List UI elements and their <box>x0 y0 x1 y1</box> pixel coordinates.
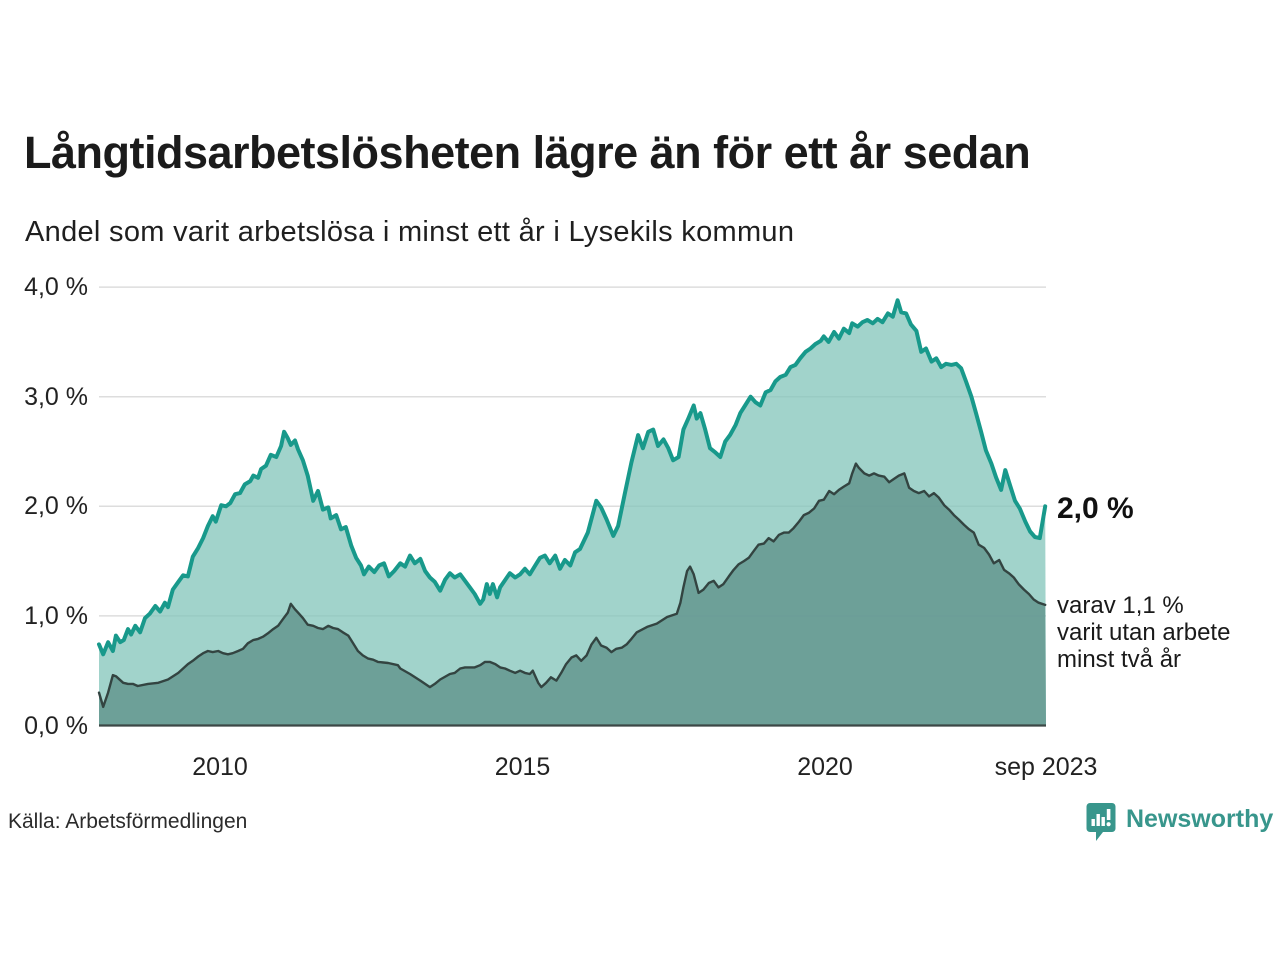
line-minst-tva-ar <box>97 462 1047 709</box>
series-annotation: varav 1,1 % varit utan arbete minst två … <box>1057 592 1230 673</box>
page-title: Långtidsarbetslösheten lägre än för ett … <box>24 127 1031 178</box>
x-tick-label: sep 2023 <box>994 753 1098 781</box>
y-tick-label: 1,0 % <box>24 601 88 630</box>
newsworthy-logo-icon <box>1086 802 1116 847</box>
newsworthy-wordmark: Newsworthy <box>1126 805 1274 833</box>
y-tick-label: 4,0 % <box>24 273 88 302</box>
x-tick-label: 2010 <box>192 753 248 781</box>
x-tick-label: 2020 <box>797 753 853 781</box>
newsworthy-logo[interactable]: Newsworthy <box>1086 802 1273 847</box>
annotation-line-2: varit utan arbete <box>1057 619 1231 646</box>
y-tick-label: 0,0 % <box>24 711 88 740</box>
source-attribution: Källa: Arbetsförmedlingen <box>8 810 248 833</box>
line-minst-ett-ar <box>97 298 1048 657</box>
y-tick-label: 2,0 % <box>24 492 88 521</box>
annotation-line-3: minst två år <box>1057 646 1182 673</box>
y-tick-label: 3,0 % <box>24 382 88 411</box>
page-subtitle: Andel som varit arbetslösa i minst ett å… <box>25 216 795 248</box>
annotation-line-1: varav 1,1 % <box>1057 592 1184 619</box>
area-minst-tva-ar <box>99 463 1046 726</box>
series-end-value-label: 2,0 % <box>1057 492 1134 525</box>
x-tick-label: 2015 <box>494 753 551 781</box>
